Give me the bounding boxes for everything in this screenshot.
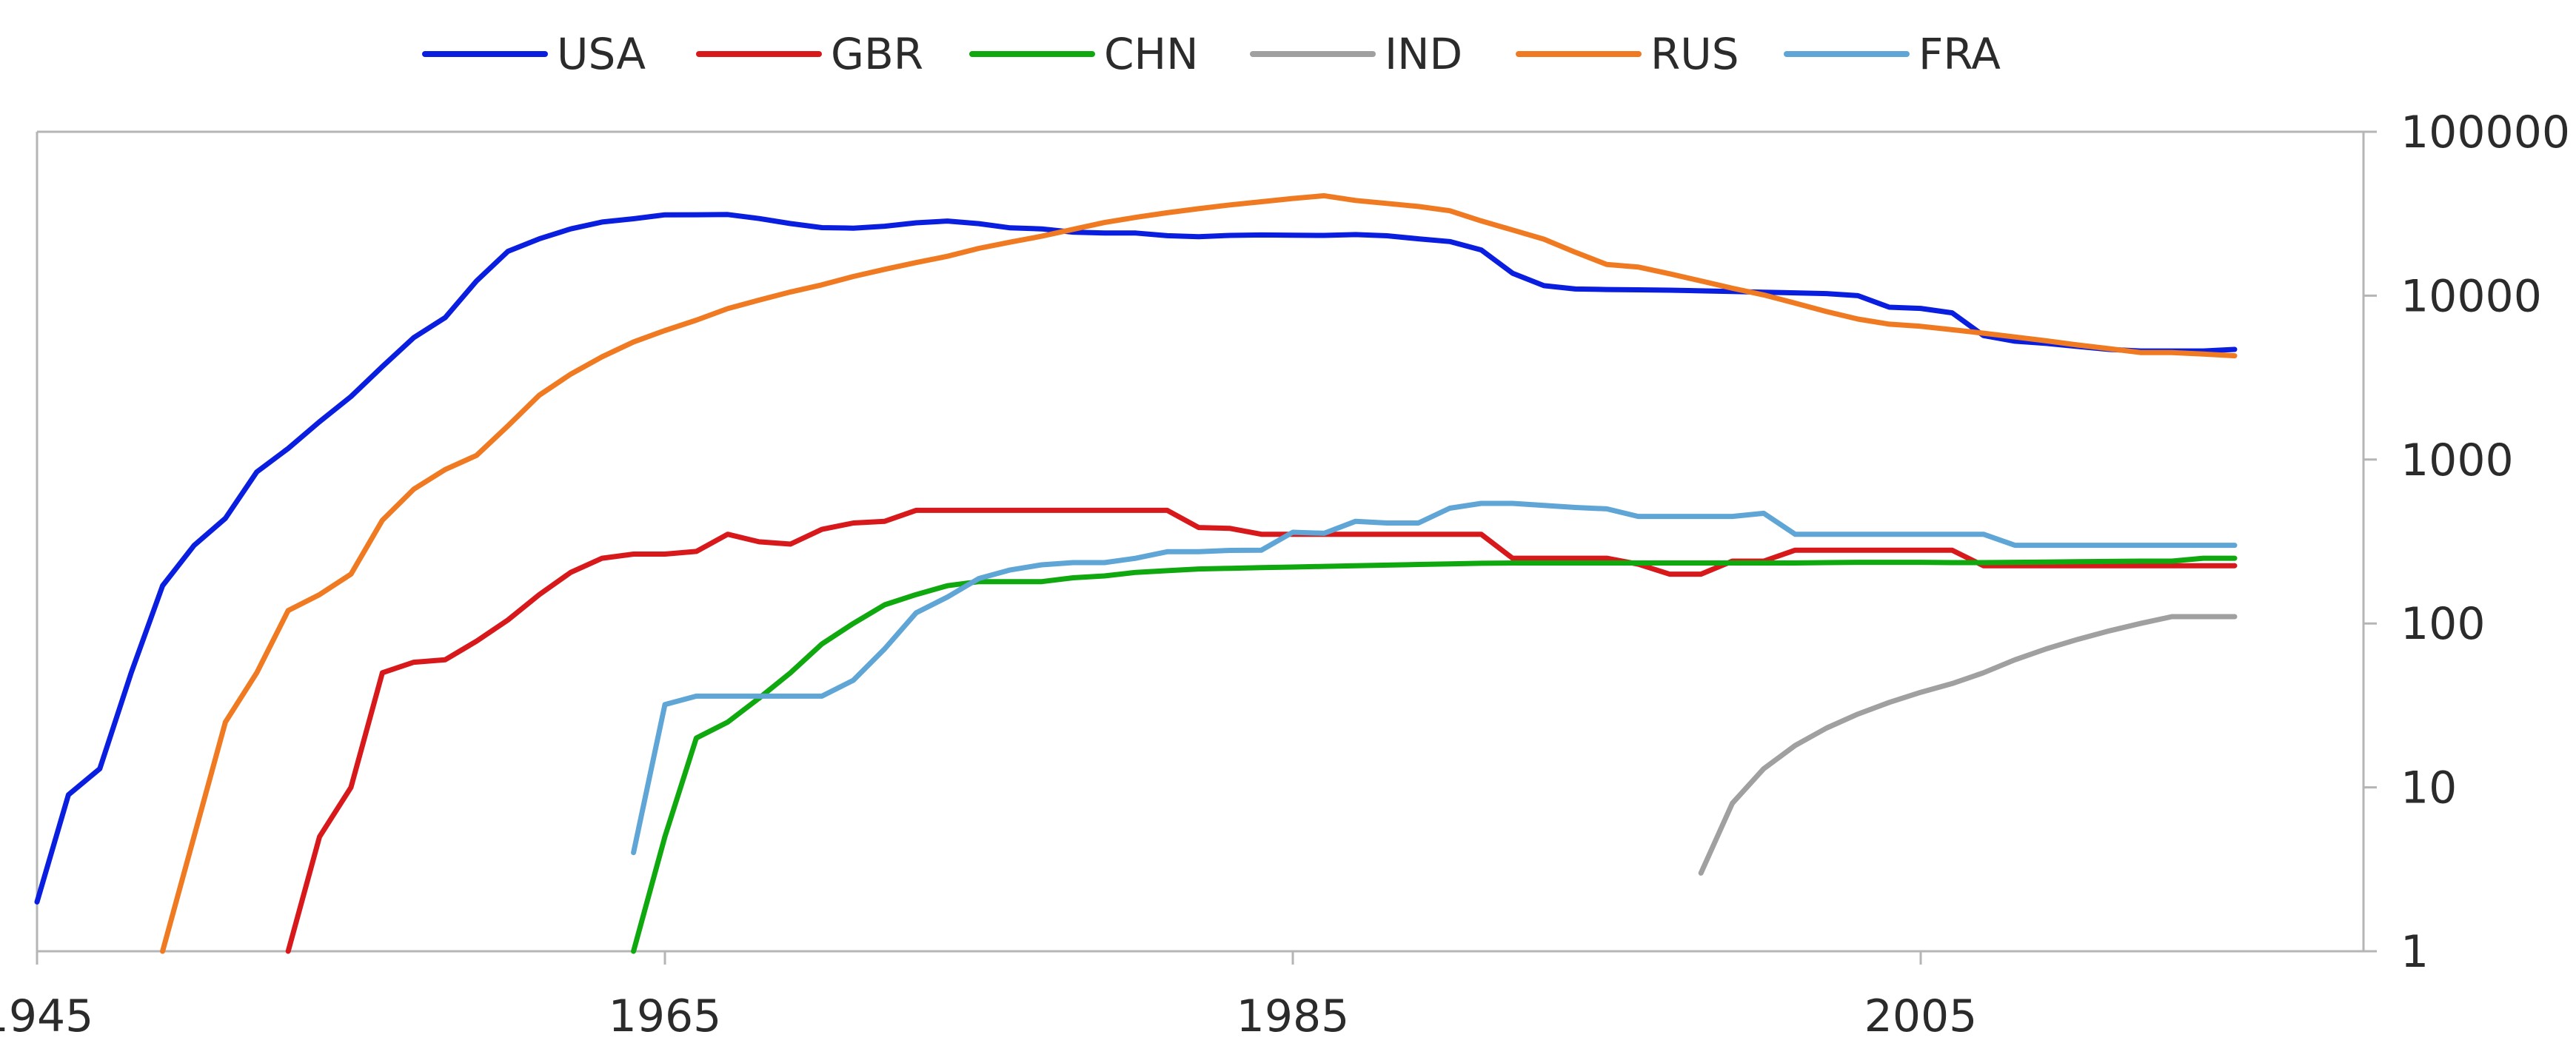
legend-label-gbr: GBR bbox=[831, 29, 923, 79]
series-line-gbr bbox=[285, 507, 2238, 954]
y-tick-label-10000: 10000 bbox=[2401, 270, 2542, 322]
y-tick-label-1: 1 bbox=[2401, 926, 2429, 978]
y-tick-label-10: 10 bbox=[2401, 762, 2457, 814]
series-line-usa bbox=[34, 212, 2238, 905]
legend-label-rus: RUS bbox=[1650, 29, 1739, 79]
plot-frame bbox=[36, 130, 2365, 953]
y-tick-label-1000: 1000 bbox=[2401, 435, 2514, 486]
series-layer bbox=[34, 192, 2238, 954]
series-line-ind bbox=[1698, 614, 2238, 876]
legend-label-chn: CHN bbox=[1104, 29, 1199, 79]
series-line-rus bbox=[160, 192, 2238, 954]
legend-label-usa: USA bbox=[557, 29, 646, 79]
series-line-fra bbox=[631, 500, 2238, 856]
series-line-chn bbox=[631, 555, 2238, 954]
y-tick-label-100000: 100000 bbox=[2401, 107, 2570, 158]
axis-layer: 1 10 100 1000 10000 100000 1945 1965 1985 2005 bbox=[0, 107, 2570, 1042]
x-tick-label-1965: 1965 bbox=[609, 990, 722, 1042]
x-tick-label-1945: 1945 bbox=[0, 990, 93, 1042]
legend: USA GBR CHN IND RUS FRA bbox=[422, 29, 2001, 79]
legend-label-fra: FRA bbox=[1918, 29, 2001, 79]
x-tick-label-1985: 1985 bbox=[1237, 990, 1350, 1042]
y-tick-label-100: 100 bbox=[2401, 598, 2486, 650]
legend-label-ind: IND bbox=[1385, 29, 1462, 79]
x-tick-label-2005: 2005 bbox=[1864, 990, 1978, 1042]
